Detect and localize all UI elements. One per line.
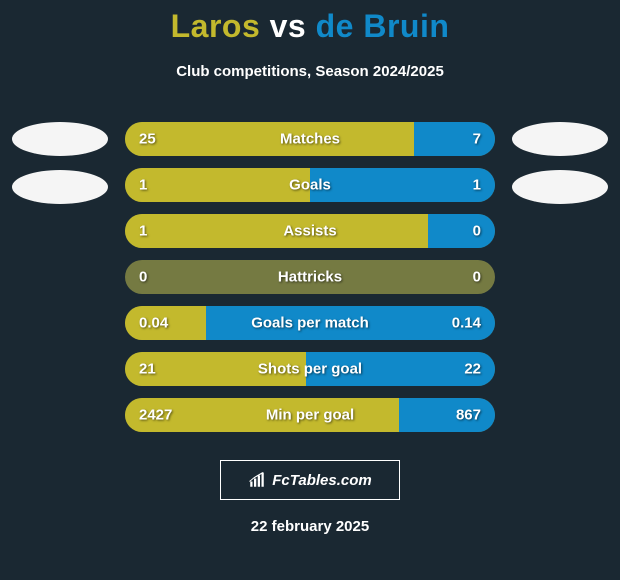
stat-value-right: 0: [473, 269, 481, 286]
stat-fill-right: [310, 168, 495, 202]
stat-row: 1 0 Assists: [125, 214, 495, 248]
footer-brand: FcTables.com: [220, 460, 400, 500]
stat-label: Goals: [289, 177, 331, 194]
title-right-name: de Bruin: [316, 8, 450, 44]
stat-value-left: 0.04: [139, 315, 168, 332]
stat-label: Hattricks: [278, 269, 342, 286]
stat-fill-right: [428, 214, 495, 248]
stat-value-left: 25: [139, 131, 156, 148]
stat-row: 0 0 Hattricks: [125, 260, 495, 294]
stat-value-left: 0: [139, 269, 147, 286]
avatar-column-right: [510, 122, 610, 218]
stat-value-right: 7: [473, 131, 481, 148]
stat-value-right: 1: [473, 177, 481, 194]
subtitle: Club competitions, Season 2024/2025: [0, 63, 620, 80]
stat-area: 25 7 Matches 1 1 Goals 1 0 Assists 0 0 Hattricks 0.0…: [0, 122, 620, 432]
stat-value-right: 0.14: [452, 315, 481, 332]
stat-label: Assists: [283, 223, 336, 240]
page-title: Laros vs de Bruin: [0, 8, 620, 45]
title-vs: vs: [260, 8, 315, 44]
stat-row: 2427 867 Min per goal: [125, 398, 495, 432]
title-left-name: Laros: [171, 8, 261, 44]
stat-value-right: 22: [464, 361, 481, 378]
stat-value-left: 2427: [139, 407, 172, 424]
stat-label: Matches: [280, 131, 340, 148]
stat-label: Shots per goal: [258, 361, 362, 378]
avatar-column-left: [10, 122, 110, 218]
comparison-card: Laros vs de Bruin Club competitions, Sea…: [0, 0, 620, 580]
stat-row: 0.04 0.14 Goals per match: [125, 306, 495, 340]
stat-value-right: 0: [473, 223, 481, 240]
stat-bars: 25 7 Matches 1 1 Goals 1 0 Assists 0 0 Hattricks 0.0…: [125, 122, 495, 432]
avatar-right-1: [512, 122, 608, 156]
stat-label: Min per goal: [266, 407, 354, 424]
avatar-right-2: [512, 170, 608, 204]
avatar-left-2: [12, 170, 108, 204]
stat-fill-left: [125, 122, 414, 156]
stat-row: 1 1 Goals: [125, 168, 495, 202]
stat-value-left: 1: [139, 177, 147, 194]
stat-fill-right: [414, 122, 495, 156]
stat-value-left: 1: [139, 223, 147, 240]
stat-value-left: 21: [139, 361, 156, 378]
chart-icon: [248, 471, 266, 489]
stat-row: 21 22 Shots per goal: [125, 352, 495, 386]
stat-row: 25 7 Matches: [125, 122, 495, 156]
footer-date: 22 february 2025: [0, 518, 620, 535]
stat-fill-left: [125, 214, 428, 248]
avatar-left-1: [12, 122, 108, 156]
stat-label: Goals per match: [251, 315, 369, 332]
footer-brand-text: FcTables.com: [272, 472, 371, 489]
stat-fill-left: [125, 168, 310, 202]
stat-value-right: 867: [456, 407, 481, 424]
